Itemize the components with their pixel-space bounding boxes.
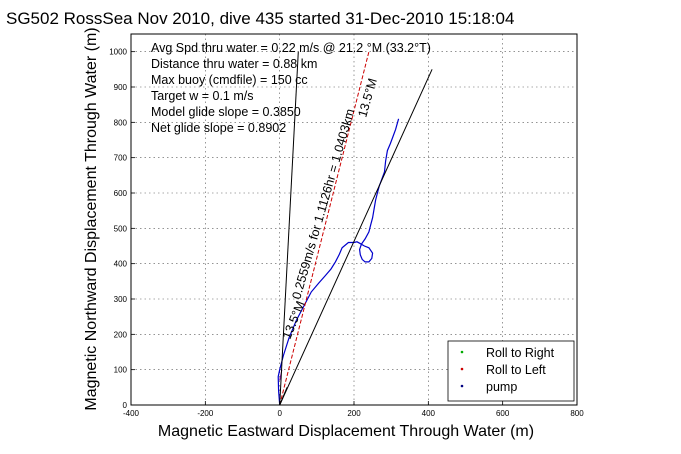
series-ref-line-dashed: [279, 51, 370, 406]
legend-label: pump: [486, 380, 517, 394]
y-tick-label: 500: [114, 224, 128, 233]
x-tick-label: 0: [277, 409, 282, 418]
annotation-line: Target w = 0.1 m/s: [151, 89, 253, 103]
series-ref-line-model: [279, 51, 299, 406]
x-tick-label: 600: [496, 409, 510, 418]
y-tick-label: 200: [114, 330, 128, 339]
legend-marker: [460, 367, 464, 371]
y-axis-ticks: 0 100 200 300 400 500 600 700 800 900 1000: [109, 48, 135, 410]
y-tick-label: 800: [114, 118, 128, 127]
annotation-line: Distance thru water = 0.88 km: [151, 57, 317, 71]
y-tick-label: 0: [123, 401, 128, 410]
legend: Roll to Right Roll to Left pump: [447, 340, 575, 402]
series-layer: [277, 51, 433, 406]
series-ref-line-short: [279, 387, 288, 406]
x-tick-label: 400: [422, 409, 436, 418]
x-axis-ticks: -400 -200 0 200 400 600 800: [123, 401, 584, 418]
y-tick-label: 300: [114, 295, 128, 304]
x-tick-label: 200: [347, 409, 361, 418]
annotation-line: Avg Spd thru water = 0.22 m/s @ 21.2 °M …: [151, 41, 431, 55]
x-tick-label: -200: [197, 409, 214, 418]
x-axis-label: Magnetic Eastward Displacement Through W…: [158, 423, 534, 440]
annotation-block: Avg Spd thru water = 0.22 m/s @ 21.2 °M …: [151, 41, 431, 135]
y-tick-label: 100: [114, 366, 128, 375]
y-tick-label: 1000: [109, 48, 127, 57]
y-tick-label: 600: [114, 189, 128, 198]
legend-marker: [460, 350, 464, 354]
y-tick-label: 700: [114, 154, 128, 163]
legend-marker: [460, 384, 464, 388]
legend-label: Roll to Right: [486, 346, 555, 360]
chart-title: SG502 RossSea Nov 2010, dive 435 started…: [6, 9, 514, 28]
legend-label: Roll to Left: [486, 363, 546, 377]
x-tick-label: 800: [570, 409, 584, 418]
grid: [131, 34, 577, 405]
legend-box: [447, 340, 575, 402]
x-tick-label: -400: [123, 409, 140, 418]
annotation-line: Net glide slope = 0.8902: [151, 121, 286, 135]
series-ref-line-net: [279, 69, 433, 406]
y-axis-label: Magnetic Northward Displacement Through …: [83, 27, 100, 410]
annotation-line: Model glide slope = 0.3850: [151, 105, 301, 119]
y-tick-label: 900: [114, 83, 128, 92]
y-tick-label: 400: [114, 260, 128, 269]
annotation-line: Max buoy (cmdfile) = 150 cc: [151, 73, 308, 87]
